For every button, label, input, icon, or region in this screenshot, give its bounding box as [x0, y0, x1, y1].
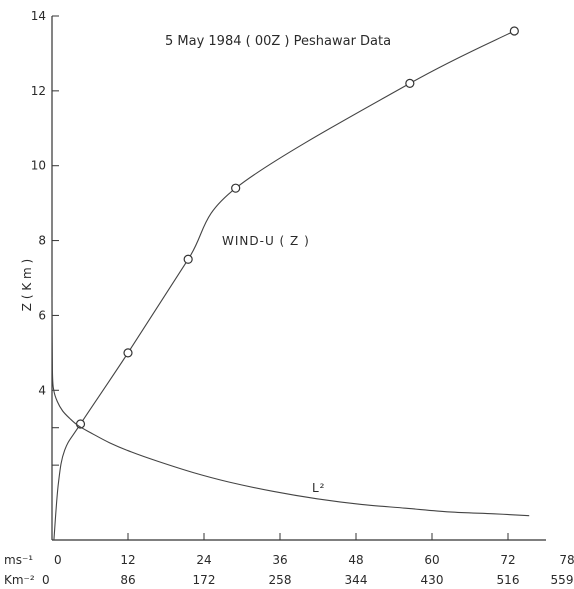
y-tick-label: 12	[31, 84, 46, 98]
x-tick-label-ms: 12	[120, 553, 135, 567]
y-ticks: 4 6 8 10 12 14	[31, 9, 59, 466]
data-point-marker	[183, 254, 193, 264]
x-tick-label-ms: 60	[424, 553, 439, 567]
x-tick-label-km: 258	[269, 573, 292, 587]
x-tick-label-ms: 24	[196, 553, 211, 567]
x-tick-label-km: 172	[193, 573, 216, 587]
x-tick-label-ms: 36	[272, 553, 287, 567]
data-point-marker	[123, 348, 133, 358]
x-tick-label-km: 0	[42, 573, 50, 587]
x-ticks: 0 12 24 36 48 60 72 78 0 86 172 258 344 430 516 559	[42, 533, 574, 587]
series-label-wind-u: WIND-U ( Z )	[222, 234, 310, 248]
y-tick-label: 10	[31, 159, 46, 173]
data-point-marker	[405, 78, 415, 88]
x-tick-label-ms: 72	[500, 553, 515, 567]
series-label-l2: L²	[312, 481, 326, 495]
y-tick-label: 8	[38, 234, 46, 248]
x-tick-label-ms: 48	[348, 553, 363, 567]
x-axis-unit-ms: ms⁻¹	[4, 553, 33, 567]
x-tick-label-km: 344	[345, 573, 368, 587]
y-tick-label: 14	[31, 9, 46, 23]
x-tick-label-km: 516	[497, 573, 520, 587]
x-tick-label-km: 559	[551, 573, 574, 587]
x-tick-label-km: 430	[421, 573, 444, 587]
x-tick-label-km: 86	[120, 573, 135, 587]
y-tick-label: 4	[38, 383, 46, 397]
plot-frame	[51, 16, 546, 541]
series-line-l2	[51, 296, 530, 517]
data-point-marker	[231, 183, 241, 193]
series-layer	[51, 26, 530, 541]
x-tick-label-ms: 0	[54, 553, 62, 567]
data-point-marker	[509, 26, 519, 36]
x-tick-label-ms: 78	[559, 553, 574, 567]
series-line-wind-u	[53, 30, 515, 541]
chart-title: 5 May 1984 ( 00Z ) Peshawar Data	[165, 34, 391, 49]
y-axis-label: Z ( K m )	[20, 259, 34, 311]
x-axis-unit-km: Km⁻²	[4, 573, 35, 587]
y-tick-label: 6	[38, 308, 46, 322]
